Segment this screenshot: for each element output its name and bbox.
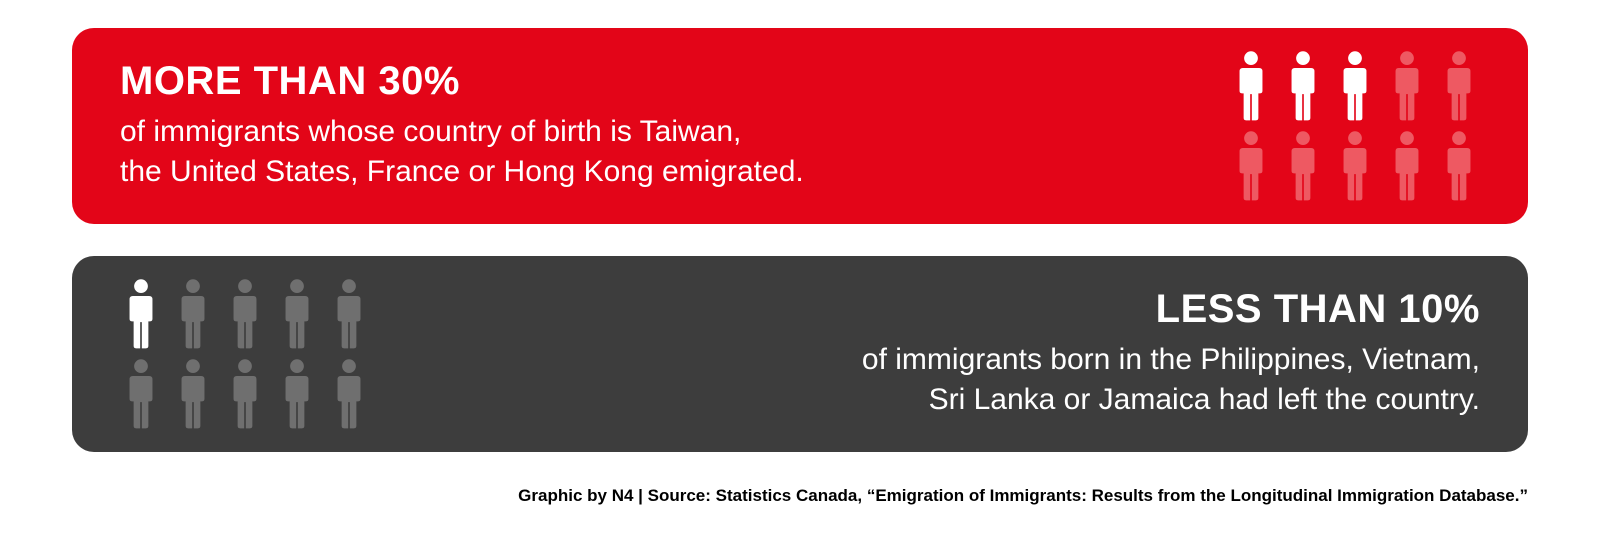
source-line: Graphic by N4 | Source: Statistics Canad… bbox=[72, 484, 1528, 506]
person-icon bbox=[172, 358, 214, 430]
person-icon bbox=[224, 358, 266, 430]
person-icon bbox=[1230, 50, 1272, 122]
text-block: LESS THAN 10% of immigrants born in the … bbox=[410, 288, 1480, 421]
person-icon bbox=[1386, 50, 1428, 122]
panel-subline: of immigrants born in the Philippines, V… bbox=[410, 340, 1480, 421]
person-icon bbox=[224, 278, 266, 350]
person-icon bbox=[328, 358, 370, 430]
person-icon bbox=[1282, 130, 1324, 202]
panel-subline: of immigrants whose country of birth is … bbox=[120, 112, 1190, 193]
panel-gray: LESS THAN 10% of immigrants born in the … bbox=[72, 256, 1528, 452]
person-icon bbox=[1334, 50, 1376, 122]
panel-red: MORE THAN 30% of immigrants whose countr… bbox=[72, 28, 1528, 224]
icon-grid bbox=[120, 278, 370, 430]
panel-headline: MORE THAN 30% bbox=[120, 60, 1190, 102]
person-icon bbox=[120, 358, 162, 430]
panel-headline: LESS THAN 10% bbox=[410, 288, 1480, 330]
person-icon bbox=[276, 358, 318, 430]
icon-row bbox=[1230, 130, 1480, 202]
person-icon bbox=[1386, 130, 1428, 202]
person-icon bbox=[276, 278, 318, 350]
person-icon bbox=[120, 278, 162, 350]
text-block: MORE THAN 30% of immigrants whose countr… bbox=[120, 60, 1190, 193]
icon-row bbox=[1230, 50, 1480, 122]
icon-grid bbox=[1230, 50, 1480, 202]
person-icon bbox=[1438, 50, 1480, 122]
person-icon bbox=[1438, 130, 1480, 202]
icon-row bbox=[120, 358, 370, 430]
person-icon bbox=[1334, 130, 1376, 202]
person-icon bbox=[1230, 130, 1272, 202]
icon-row bbox=[120, 278, 370, 350]
person-icon bbox=[1282, 50, 1324, 122]
person-icon bbox=[172, 278, 214, 350]
person-icon bbox=[328, 278, 370, 350]
